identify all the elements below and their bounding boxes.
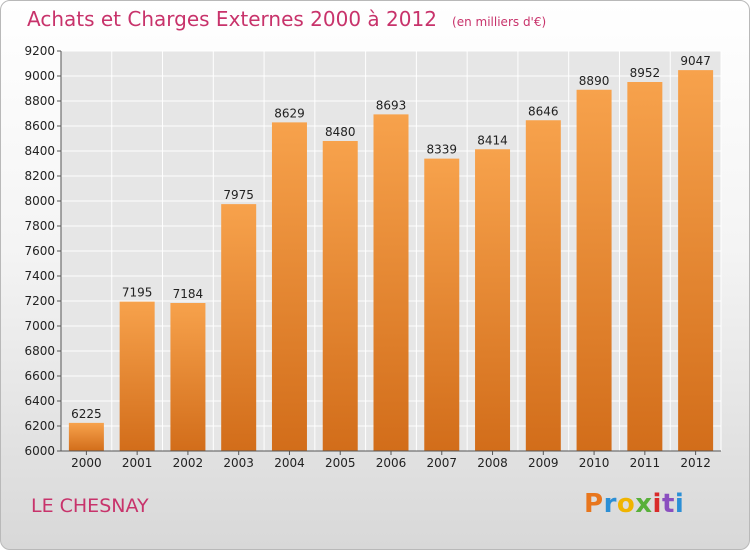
y-tick-label: 8000	[24, 194, 55, 208]
y-tick-label: 7200	[24, 294, 55, 308]
bar-2002	[170, 303, 206, 451]
x-tick-label-2002: 2002	[173, 456, 204, 470]
y-tick-label: 7800	[24, 219, 55, 233]
bar-2001	[119, 301, 155, 451]
bar-2004	[271, 122, 307, 451]
y-tick-label: 7000	[24, 319, 55, 333]
axes: 6000 6200 6400 6600 6800 7000 7200 7400 7600 7800…	[24, 44, 721, 470]
value-label-2005: 8480	[325, 125, 356, 139]
y-tick-label: 7400	[24, 269, 55, 283]
y-tick-label: 6400	[24, 394, 55, 408]
value-label-2007: 8339	[426, 143, 457, 157]
x-tick-label-2001: 2001	[122, 456, 153, 470]
bar-2010	[576, 89, 612, 451]
x-tick-label-2000: 2000	[71, 456, 102, 470]
value-label-2002: 7184	[173, 287, 204, 301]
x-tick-label-2007: 2007	[426, 456, 457, 470]
x-tick-label-2004: 2004	[274, 456, 305, 470]
title-text: Achats et Charges Externes 2000 à 2012	[27, 7, 437, 31]
x-tick-label-2006: 2006	[376, 456, 407, 470]
value-label-2001: 7195	[122, 286, 153, 300]
x-tick-label-2009: 2009	[528, 456, 559, 470]
bar-2006	[373, 114, 409, 451]
value-label-2010: 8890	[579, 74, 610, 88]
bars: 6225 7195 7184 7975 8629 8480 8693 8339 8414 8646…	[68, 54, 714, 451]
bar-2012	[678, 70, 714, 451]
x-tick-label-2012: 2012	[680, 456, 711, 470]
value-label-2009: 8646	[528, 104, 559, 118]
y-tick-label: 8800	[24, 94, 55, 108]
y-tick-label: 9200	[24, 44, 55, 58]
y-tick-label: 9000	[24, 69, 55, 83]
unit-text: (en milliers d'€)	[452, 15, 547, 29]
y-tick-label: 7600	[24, 244, 55, 258]
value-label-2006: 8693	[376, 98, 407, 112]
city-label: LE CHESNAY	[31, 495, 149, 517]
x-tick-label-2010: 2010	[579, 456, 610, 470]
y-tick-label: 6800	[24, 344, 55, 358]
value-label-2000: 6225	[71, 407, 102, 421]
value-label-2004: 8629	[274, 106, 305, 120]
value-label-2011: 8952	[630, 66, 661, 80]
x-tick-label-2008: 2008	[477, 456, 508, 470]
x-tick-label-2011: 2011	[630, 456, 661, 470]
value-label-2003: 7975	[223, 188, 254, 202]
y-tick-label: 8400	[24, 144, 55, 158]
y-tick-label: 8600	[24, 119, 55, 133]
bar-2011	[627, 82, 663, 451]
proxiti-logo: Proxiti	[584, 489, 685, 519]
y-tick-label: 6600	[24, 369, 55, 383]
bar-2003	[221, 204, 257, 451]
y-tick-label: 6200	[24, 419, 55, 433]
x-tick-label-2003: 2003	[223, 456, 254, 470]
y-tick-label: 6000	[24, 444, 55, 458]
bar-2007	[424, 158, 460, 451]
bar-2000	[68, 422, 104, 451]
value-label-2012: 9047	[680, 54, 711, 68]
bar-2005	[322, 141, 358, 451]
y-tick-label: 8200	[24, 169, 55, 183]
chart-title: Achats et Charges Externes 2000 à 2012 (…	[27, 7, 546, 31]
x-tick-label-2005: 2005	[325, 456, 356, 470]
bar-2009	[525, 120, 561, 451]
value-label-2008: 8414	[477, 133, 508, 147]
bar-2008	[475, 149, 511, 451]
